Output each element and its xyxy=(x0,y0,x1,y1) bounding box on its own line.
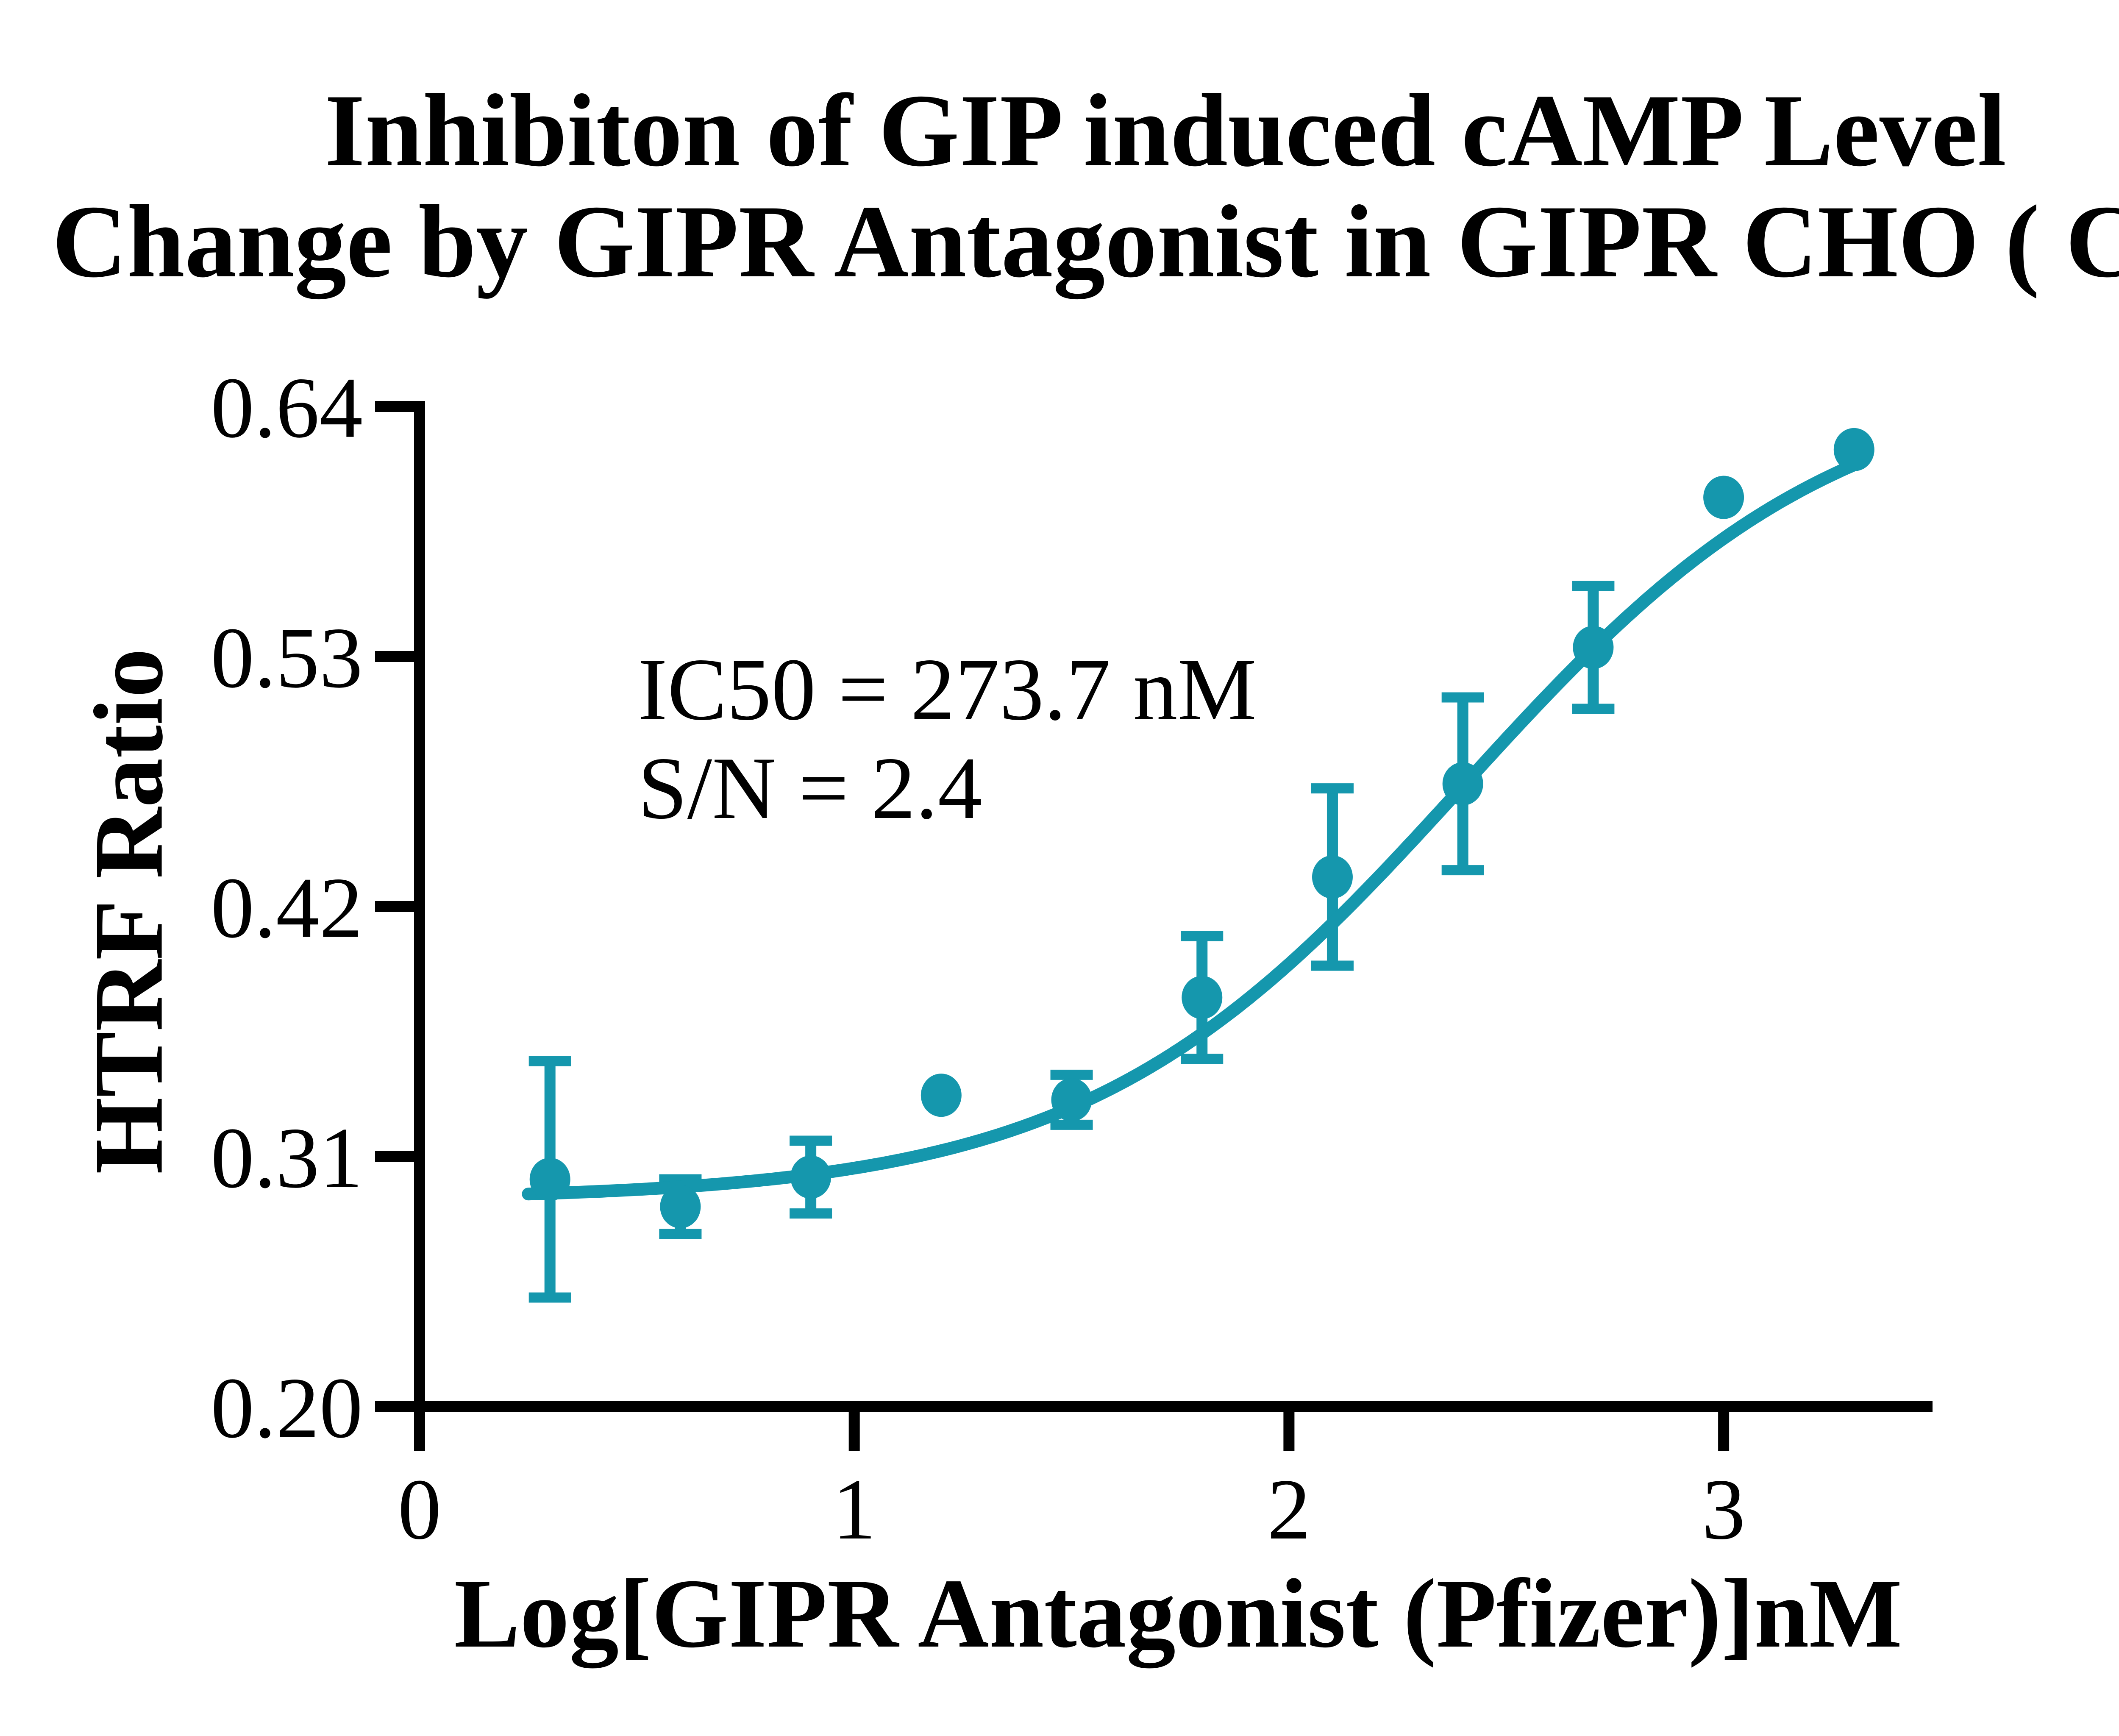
x-tick-label: 1 xyxy=(832,1461,876,1558)
x-tick-label: 2 xyxy=(1267,1461,1311,1558)
data-point-marker xyxy=(1573,626,1614,669)
data-point-marker xyxy=(1182,976,1223,1019)
x-tick-label: 0 xyxy=(398,1461,442,1558)
data-point-marker xyxy=(529,1157,570,1201)
chart-title-line2: Change by GIPR Antagonist in GIPR CHO ( … xyxy=(52,184,2119,299)
data-point-marker xyxy=(790,1155,831,1199)
y-tick-label: 0.64 xyxy=(211,360,363,456)
data-point-marker xyxy=(1703,476,1744,519)
x-tick-label: 3 xyxy=(1702,1461,1746,1558)
y-tick-label: 0.53 xyxy=(211,610,363,706)
data-point-marker xyxy=(1051,1078,1092,1121)
fit-curve xyxy=(522,458,1860,1201)
y-tick-label: 0.31 xyxy=(211,1110,363,1206)
data-point-marker xyxy=(1833,428,1874,471)
annotation-ic50: IC50 = 273.7 nM xyxy=(638,640,1257,739)
annotation-sn: S/N = 2.4 xyxy=(638,739,982,837)
data-point-marker xyxy=(1442,762,1483,806)
data-point-marker xyxy=(1312,855,1353,899)
y-tick-label: 0.42 xyxy=(211,860,363,956)
data-point-marker xyxy=(920,1074,962,1117)
y-axis-label: HTRF Ratio xyxy=(74,648,184,1174)
y-tick-label: 0.20 xyxy=(211,1360,363,1456)
chart-title-line1: Inhibiton of GIP induced cAMP Level xyxy=(325,73,2006,188)
x-axis-label: Log[GIPR Antagonist (Pfizer)]nM xyxy=(454,1559,1902,1669)
data-point-marker xyxy=(660,1185,701,1228)
plot-area: 0.20 0.31 0.42 0.53 0.64 0 1 2 3 xyxy=(211,360,1933,1558)
